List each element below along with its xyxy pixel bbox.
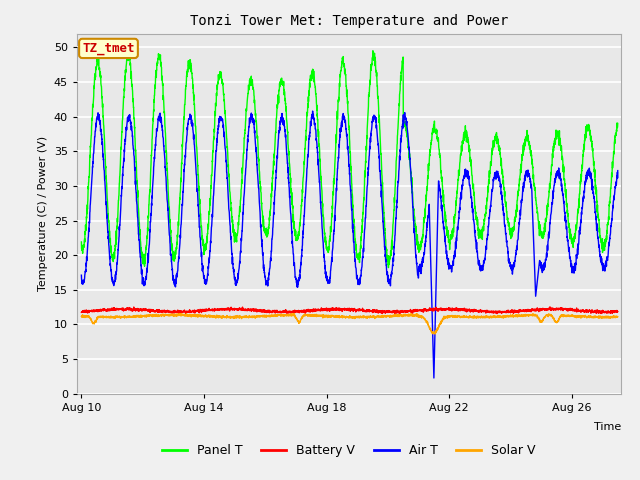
- Legend: Panel T, Battery V, Air T, Solar V: Panel T, Battery V, Air T, Solar V: [157, 440, 541, 462]
- Text: Time: Time: [593, 422, 621, 432]
- Title: Tonzi Tower Met: Temperature and Power: Tonzi Tower Met: Temperature and Power: [189, 14, 508, 28]
- Text: TZ_tmet: TZ_tmet: [82, 42, 135, 55]
- Y-axis label: Temperature (C) / Power (V): Temperature (C) / Power (V): [38, 136, 48, 291]
